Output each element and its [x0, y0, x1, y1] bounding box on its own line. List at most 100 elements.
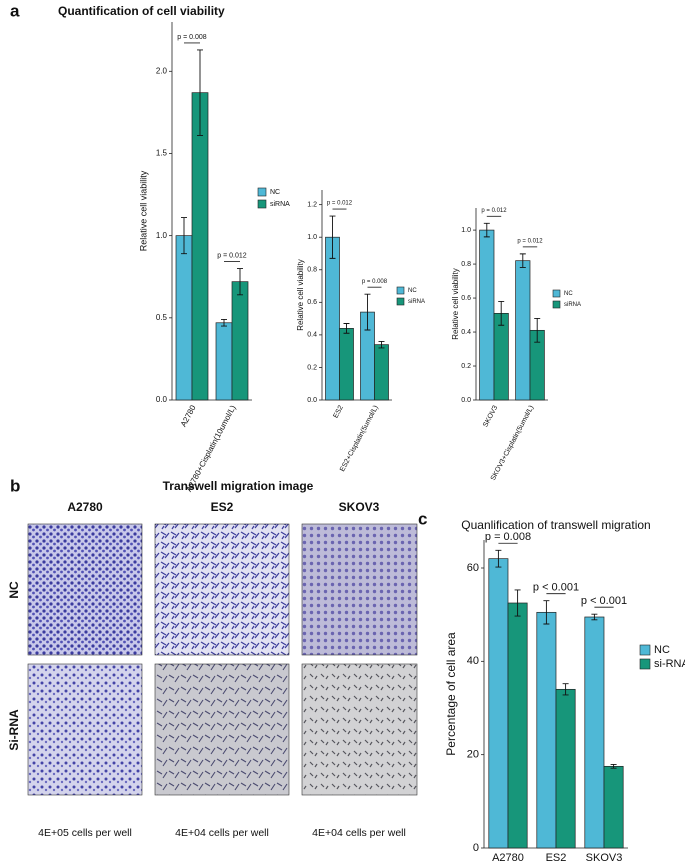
error-bar	[237, 268, 243, 296]
row-label: Si-RNA	[7, 709, 21, 751]
bar	[493, 312, 509, 401]
error-bar	[364, 293, 371, 331]
bar	[325, 236, 340, 401]
y-axis-label: Relative cell viability	[296, 259, 305, 331]
p-value: p < 0.001	[533, 582, 579, 594]
legend-label: siRNA	[270, 201, 290, 208]
error-bar	[495, 549, 502, 568]
legend-label: siRNA	[408, 299, 425, 305]
y-tick-label: 1.0	[156, 231, 168, 240]
legend-swatch	[552, 300, 561, 309]
bar	[507, 602, 528, 849]
y-tick-label: 60	[467, 562, 479, 574]
error-bar	[181, 217, 187, 255]
legend-swatch	[257, 199, 267, 209]
legend-swatch	[639, 658, 651, 670]
chart-title: Quanlification of transwell migration	[461, 518, 650, 532]
x-tick-label: ES2+Cisplatin(5umol/L)	[339, 405, 380, 473]
x-tick-label: SKOV3	[482, 404, 499, 428]
x-tick-label: SKOV3+Cisplatin(5umol/L)	[490, 405, 536, 482]
y-tick-label: 0.8	[307, 267, 317, 274]
error-bar	[514, 589, 521, 617]
y-tick-label: 0.2	[307, 364, 317, 371]
x-tick-label: ES2	[333, 404, 345, 419]
y-tick-label: 1.0	[461, 227, 471, 234]
legend-label: siRNA	[564, 302, 581, 308]
panel-label: c	[418, 509, 427, 528]
legend-swatch	[396, 297, 405, 306]
y-tick-label: 40	[467, 655, 479, 667]
error-bar	[591, 613, 598, 621]
bar	[191, 92, 209, 401]
y-axis-label: Relative cell viability	[451, 268, 460, 340]
y-tick-label: 0.5	[156, 313, 168, 322]
footer-label: 4E+05 cells per well	[38, 827, 132, 839]
column-label: A2780	[67, 500, 103, 514]
x-tick-label: A2780	[492, 852, 524, 863]
legend-label: NC	[270, 189, 280, 196]
p-value: p = 0.012	[517, 238, 543, 244]
bar	[215, 322, 233, 401]
x-tick-label: ES2	[546, 852, 567, 863]
micrograph	[27, 523, 143, 656]
p-value: p = 0.008	[362, 279, 388, 285]
bar	[603, 765, 624, 849]
bar	[584, 616, 605, 849]
p-value: p = 0.012	[217, 252, 246, 259]
x-tick-label: A2780	[179, 403, 198, 428]
y-tick-label: 0.4	[461, 329, 471, 336]
error-bar	[519, 253, 526, 268]
p-value: p = 0.012	[327, 201, 353, 207]
footer-label: 4E+04 cells per well	[175, 827, 269, 839]
panel-label: a	[10, 1, 20, 20]
legend-label: NC	[408, 288, 417, 294]
bar	[536, 611, 557, 849]
micrograph	[27, 663, 143, 796]
error-bar	[329, 215, 336, 259]
error-bar	[498, 301, 505, 326]
error-bar	[534, 317, 541, 343]
bar	[515, 260, 531, 401]
p-value: p = 0.008	[485, 531, 531, 543]
panel-title: Quantification of cell viability	[58, 4, 225, 18]
micrograph	[301, 663, 418, 796]
micrograph	[154, 663, 290, 796]
bar	[175, 235, 193, 401]
y-tick-label: 0.2	[461, 363, 471, 370]
y-axis-label: Percentage of cell area	[444, 632, 458, 756]
panel-label: b	[10, 476, 20, 495]
legend-swatch	[552, 289, 561, 298]
y-tick-label: 0.0	[307, 397, 317, 404]
legend-swatch	[639, 644, 651, 656]
legend-label: si-RNA	[654, 658, 685, 670]
y-tick-label: 0.8	[461, 261, 471, 268]
p-value: p = 0.012	[481, 208, 507, 214]
bar	[488, 558, 509, 849]
footer-label: 4E+04 cells per well	[312, 827, 406, 839]
error-bar	[562, 683, 569, 696]
panel-title: Transwell migration image	[163, 479, 314, 493]
error-bar	[483, 222, 490, 238]
bar	[231, 281, 249, 401]
micrograph	[301, 523, 418, 656]
x-tick-label: SKOV3	[586, 852, 623, 863]
error-bar	[221, 319, 227, 327]
row-label: NC	[7, 581, 21, 599]
y-tick-label: 20	[467, 749, 479, 761]
bar	[555, 688, 576, 849]
y-tick-label: 0.6	[307, 299, 317, 306]
legend-swatch	[396, 286, 405, 295]
y-tick-label: 1.5	[156, 149, 168, 158]
error-bar	[197, 49, 203, 136]
error-bar	[343, 323, 350, 334]
error-bar	[610, 764, 617, 769]
p-value: p < 0.001	[581, 595, 627, 607]
legend-swatch	[257, 187, 267, 197]
y-tick-label: 0.0	[461, 397, 471, 404]
column-label: SKOV3	[339, 500, 380, 514]
y-tick-label: 2.0	[156, 66, 168, 75]
bar	[479, 229, 495, 401]
bar	[339, 328, 354, 401]
y-tick-label: 0.6	[461, 295, 471, 302]
